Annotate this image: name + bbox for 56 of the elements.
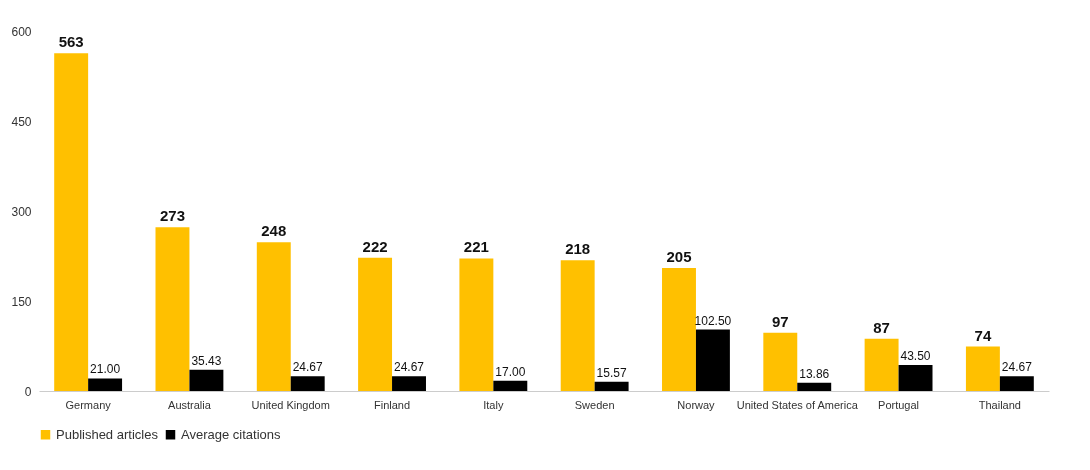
data-label: 17.00 — [495, 364, 526, 379]
bar — [290, 376, 325, 391]
bar — [459, 258, 494, 391]
bar — [155, 227, 190, 391]
y-tick-label: 600 — [11, 24, 32, 39]
x-tick-label: Thailand — [978, 398, 1021, 411]
bar — [189, 369, 224, 391]
bar — [493, 380, 528, 391]
bar — [256, 242, 291, 391]
bar — [763, 332, 798, 391]
data-label: 43.50 — [900, 348, 931, 363]
bar — [864, 338, 899, 391]
data-label: 13.86 — [799, 366, 830, 381]
data-label: 87 — [873, 318, 890, 336]
bar — [560, 260, 595, 391]
data-label: 218 — [565, 240, 591, 258]
x-tick-label: Italy — [483, 398, 504, 411]
x-tick-label: Finland — [374, 398, 411, 411]
data-label: 97 — [771, 312, 789, 330]
x-tick-label: United States of America — [736, 398, 859, 411]
x-tick-label: Portugal — [878, 398, 920, 411]
bar — [358, 257, 393, 391]
x-tick-label: Norway — [677, 398, 716, 411]
data-label: 563 — [58, 33, 84, 51]
bar — [695, 329, 730, 391]
x-tick-label: Australia — [168, 398, 212, 411]
x-tick-label: United Kingdom — [251, 398, 330, 411]
bar — [898, 364, 933, 391]
y-tick-label: 450 — [11, 114, 32, 129]
data-label: 24.67 — [394, 360, 425, 375]
data-label: 205 — [666, 248, 692, 265]
bar — [999, 376, 1034, 391]
data-label: 21.00 — [90, 362, 121, 377]
data-label: 273 — [159, 207, 185, 225]
data-label: 74 — [974, 326, 992, 344]
data-label: 221 — [463, 238, 489, 256]
bar — [392, 376, 426, 391]
x-tick-label: Germany — [65, 398, 112, 411]
bar — [88, 378, 123, 391]
data-label: 248 — [261, 222, 287, 240]
bar — [594, 381, 629, 391]
bar — [965, 346, 1000, 391]
legend-label: Published articles — [56, 426, 159, 442]
data-label: 24.67 — [292, 360, 324, 375]
bar — [54, 53, 89, 391]
data-label: 15.57 — [596, 365, 627, 380]
data-label: 35.43 — [191, 353, 222, 368]
y-tick-label: 0 — [24, 384, 32, 399]
x-tick-label: Sweden — [574, 398, 615, 411]
bar — [662, 268, 696, 391]
legend-label: Average citations — [181, 426, 281, 442]
data-label: 24.67 — [1001, 360, 1033, 375]
y-tick-label: 150 — [11, 294, 32, 309]
y-tick-label: 300 — [11, 204, 32, 219]
bar — [797, 382, 832, 391]
data-label: 222 — [362, 237, 388, 255]
